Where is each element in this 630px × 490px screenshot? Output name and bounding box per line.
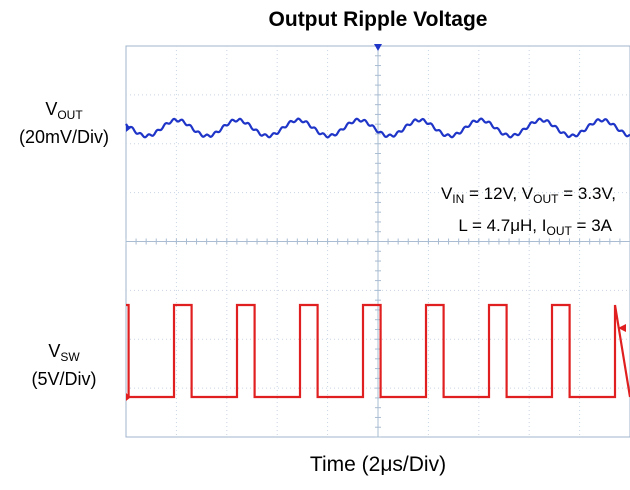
trigger-marker	[374, 44, 382, 51]
scope-traces	[125, 117, 630, 399]
vsw-trace	[126, 303, 630, 399]
vout-trace	[125, 117, 630, 139]
vout-ground-marker	[126, 124, 131, 132]
chart-title: Output Ripple Voltage	[268, 8, 488, 31]
vsw-ground-marker	[126, 393, 131, 401]
scope-grid	[125, 45, 630, 438]
trigger-level-marker	[618, 324, 626, 332]
condition-annotation-line1: VIN = 12V, VOUT = 3.3V,	[440, 184, 616, 206]
scope-markers	[126, 44, 626, 401]
x-axis-label: Time (2μs/Div)	[309, 453, 447, 476]
vsw-channel-label: VSW (5V/Div)	[31, 341, 97, 389]
vout-channel-label: VOUT (20mV/Div)	[18, 99, 109, 147]
vsw-scale: (5V/Div)	[31, 369, 97, 389]
condition-annotation-line2: L = 4.7μH, IOUT = 3A	[458, 216, 612, 238]
vout-scale: (20mV/Div)	[18, 127, 109, 147]
